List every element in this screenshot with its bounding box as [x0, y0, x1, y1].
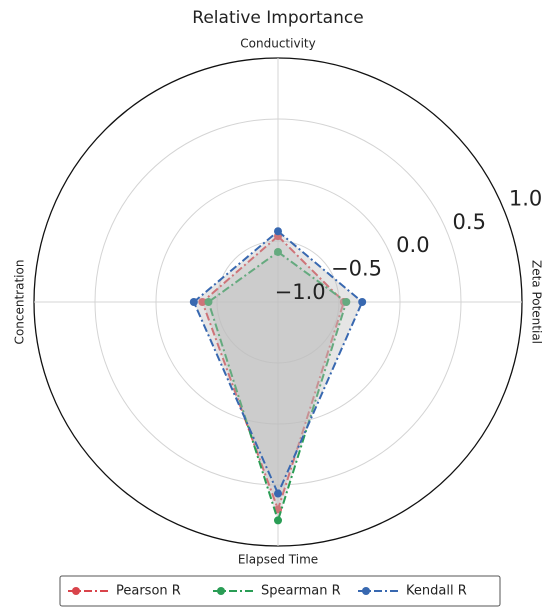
legend-marker	[72, 587, 80, 595]
series-point	[204, 298, 213, 306]
legend-box	[59, 575, 501, 607]
series-point	[189, 298, 198, 306]
legend-label: Spearman R	[261, 584, 341, 599]
series-point	[274, 516, 282, 525]
r-tick-label: −0.5	[331, 256, 382, 280]
category-label: Zeta Potential	[530, 260, 544, 344]
r-tick-label: −1.0	[275, 280, 326, 304]
category-label: Conductivity	[240, 37, 315, 51]
r-tick-label: 1.0	[509, 186, 542, 210]
category-label: Elapsed Time	[238, 553, 318, 567]
legend-marker	[217, 587, 225, 595]
r-tick-label: 0.0	[396, 233, 429, 257]
category-label: Concentration	[13, 260, 27, 345]
series-point	[274, 247, 282, 256]
legend-marker	[362, 587, 370, 595]
chart-title: Relative Importance	[192, 8, 363, 28]
legend-label: Kendall R	[406, 584, 467, 599]
r-tick-label: 0.5	[453, 210, 486, 234]
series-point	[198, 298, 207, 306]
series-area	[192, 229, 364, 497]
series-point	[274, 489, 282, 498]
series-area	[207, 250, 348, 524]
series-point	[358, 298, 367, 306]
series-point	[274, 227, 282, 236]
legend-label: Pearson R	[116, 584, 181, 599]
series-point	[342, 298, 351, 306]
